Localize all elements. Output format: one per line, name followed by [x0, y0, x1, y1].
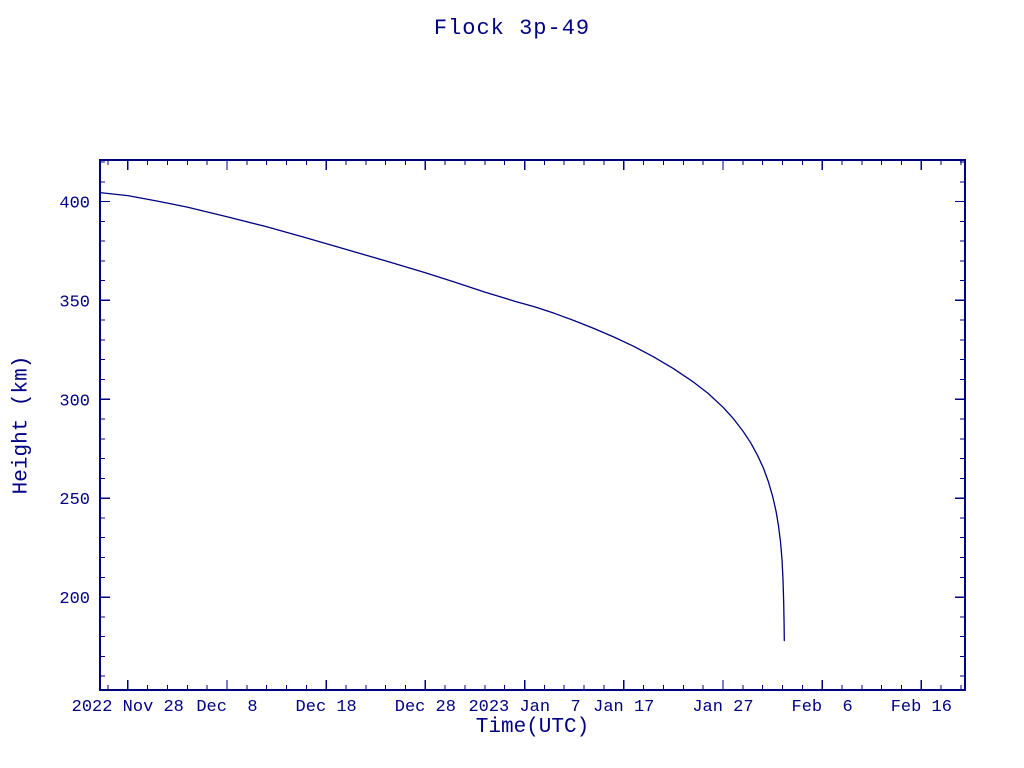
x-tick-label: 2022 Nov 28	[72, 698, 184, 717]
x-tick-label: Jan 17	[593, 698, 654, 717]
height-decay-curve	[99, 191, 785, 642]
x-tick-label: Feb 16	[891, 698, 952, 717]
y-tick-label: 350	[59, 293, 90, 312]
x-tick-label: Dec 8	[196, 698, 257, 717]
x-tick-label: Dec 28	[395, 698, 456, 717]
y-tick-label: 300	[59, 392, 90, 411]
y-tick-label: 200	[59, 590, 90, 609]
chart-title: Flock 3p-49	[433, 16, 591, 41]
x-tick-label: Jan 27	[692, 698, 753, 717]
x-tick-label: 2023 Jan 7	[468, 698, 580, 717]
y-tick-label: 250	[59, 491, 90, 510]
plot-frame	[99, 159, 966, 691]
x-tick-label: Dec 18	[296, 698, 357, 717]
y-tick-label: 400	[59, 195, 90, 214]
x-axis-label: Time(UTC)	[475, 716, 590, 739]
x-tick-label: Feb 6	[792, 698, 853, 717]
